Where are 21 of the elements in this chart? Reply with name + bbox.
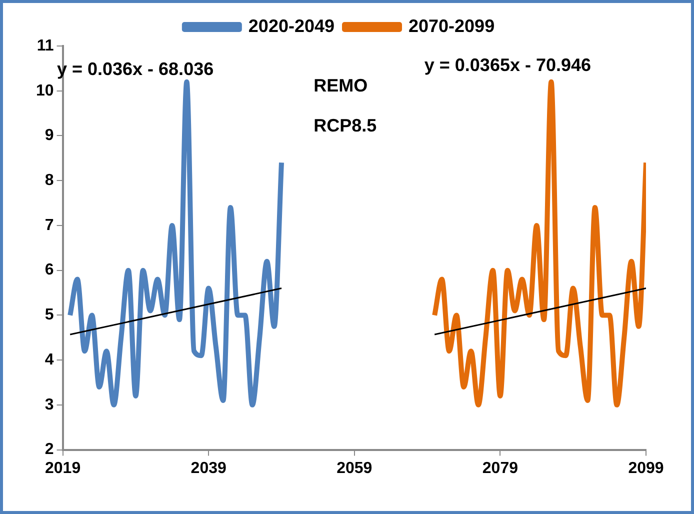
y-tick-label: 7	[44, 216, 54, 234]
legend-label: 2020-2049	[248, 16, 335, 36]
legend-label: 2070-2099	[408, 16, 495, 36]
y-tick-label: 11	[36, 37, 54, 54]
y-tick-label: 3	[44, 396, 54, 414]
x-tick-label: 2059	[336, 460, 372, 477]
y-tick-label: 8	[44, 172, 54, 190]
y-tick-label: 4	[44, 351, 54, 368]
x-tick-label: 2019	[45, 460, 81, 477]
annotation: RCP8.5	[314, 116, 377, 136]
y-tick-label: 9	[44, 127, 54, 144]
x-tick-label: 2039	[190, 460, 226, 477]
y-tick-label: 5	[44, 306, 54, 324]
annotation: y = 0.036x - 68.036	[56, 59, 214, 80]
y-tick-label: 6	[44, 262, 54, 279]
annotation: y = 0.0365x - 70.946	[424, 55, 592, 76]
annotation: REMO	[314, 75, 368, 96]
y-tick-label: 10	[36, 82, 54, 100]
x-tick-label: 2099	[628, 460, 664, 477]
y-tick-label: 2	[44, 441, 54, 458]
x-tick-label: 2079	[482, 460, 518, 477]
